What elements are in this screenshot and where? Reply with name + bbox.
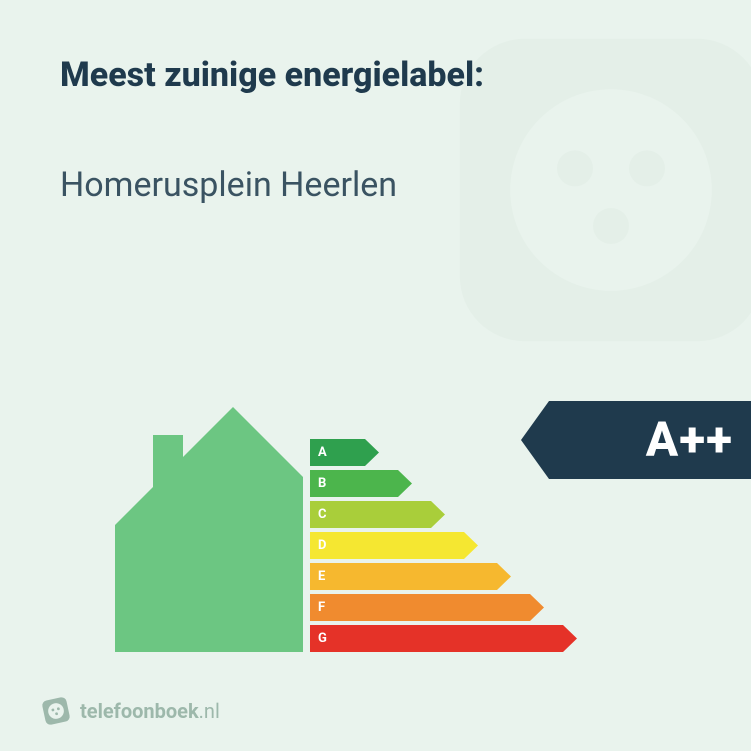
energy-bar-arrow bbox=[310, 594, 544, 621]
energy-bar-arrow bbox=[310, 501, 445, 528]
footer-brand: telefoonboek.nl bbox=[42, 697, 220, 725]
energy-bar-arrow bbox=[310, 563, 511, 590]
rating-badge-text: A++ bbox=[646, 401, 733, 479]
energy-bar-label: G bbox=[318, 625, 327, 652]
energy-bar-label: C bbox=[318, 501, 327, 528]
rating-badge: A++ bbox=[521, 401, 751, 479]
energy-bar-label: A bbox=[318, 439, 327, 466]
brand-text-rest: .nl bbox=[199, 699, 220, 723]
energy-label-card: Meest zuinige energielabel: Homerusplein… bbox=[0, 0, 751, 751]
brand-text-bold: telefoonboek bbox=[80, 699, 199, 723]
house-icon bbox=[115, 407, 303, 652]
energy-bar-label: E bbox=[318, 563, 325, 590]
energy-chart: ABCDEFG A++ bbox=[0, 341, 751, 671]
location-name: Homerusplein Heerlen bbox=[60, 165, 691, 205]
energy-bar-arrow bbox=[310, 532, 478, 559]
card-title: Meest zuinige energielabel: bbox=[60, 55, 691, 95]
energy-bar-label: B bbox=[318, 470, 326, 497]
energy-bar-label: D bbox=[318, 532, 326, 559]
energy-bar-arrow bbox=[310, 625, 577, 652]
brand-text: telefoonboek.nl bbox=[80, 699, 220, 723]
brand-logo-icon bbox=[39, 694, 72, 727]
energy-bar-label: F bbox=[318, 594, 325, 621]
